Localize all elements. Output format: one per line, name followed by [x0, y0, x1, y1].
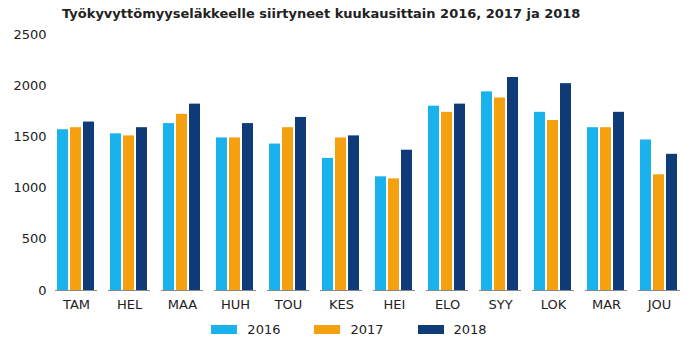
- svg-text:TOU: TOU: [274, 297, 303, 312]
- svg-text:MAR: MAR: [592, 297, 621, 312]
- svg-text:LOK: LOK: [541, 297, 567, 312]
- html-text:2016: 2016: [247, 321, 281, 337]
- svg-text:TAM: TAM: [62, 297, 90, 312]
- svg-text:1000: 1000: [13, 180, 46, 195]
- html-text:2018: 2018: [453, 321, 487, 337]
- svg-text:KES: KES: [329, 297, 354, 312]
- svg-text:HEL: HEL: [117, 297, 143, 312]
- svg-text:0: 0: [38, 283, 46, 298]
- html-text:Työkyvyttömyyseläkkeelle siirt: Työkyvyttömyyseläkkeelle siirtyneet kuuk…: [62, 6, 581, 21]
- svg-text:HEI: HEI: [384, 297, 406, 312]
- svg-text:1500: 1500: [13, 129, 46, 144]
- svg-text:JOU: JOU: [647, 297, 672, 312]
- svg-text:2000: 2000: [13, 78, 46, 93]
- svg-text:500: 500: [22, 231, 47, 246]
- svg-text:HUH: HUH: [221, 297, 250, 312]
- svg-text:SYY: SYY: [488, 297, 512, 312]
- svg-text:ELO: ELO: [435, 297, 460, 312]
- svg-text:MAA: MAA: [168, 297, 197, 312]
- svg-text:2500: 2500: [13, 27, 46, 42]
- html-text:2017: 2017: [350, 321, 384, 337]
